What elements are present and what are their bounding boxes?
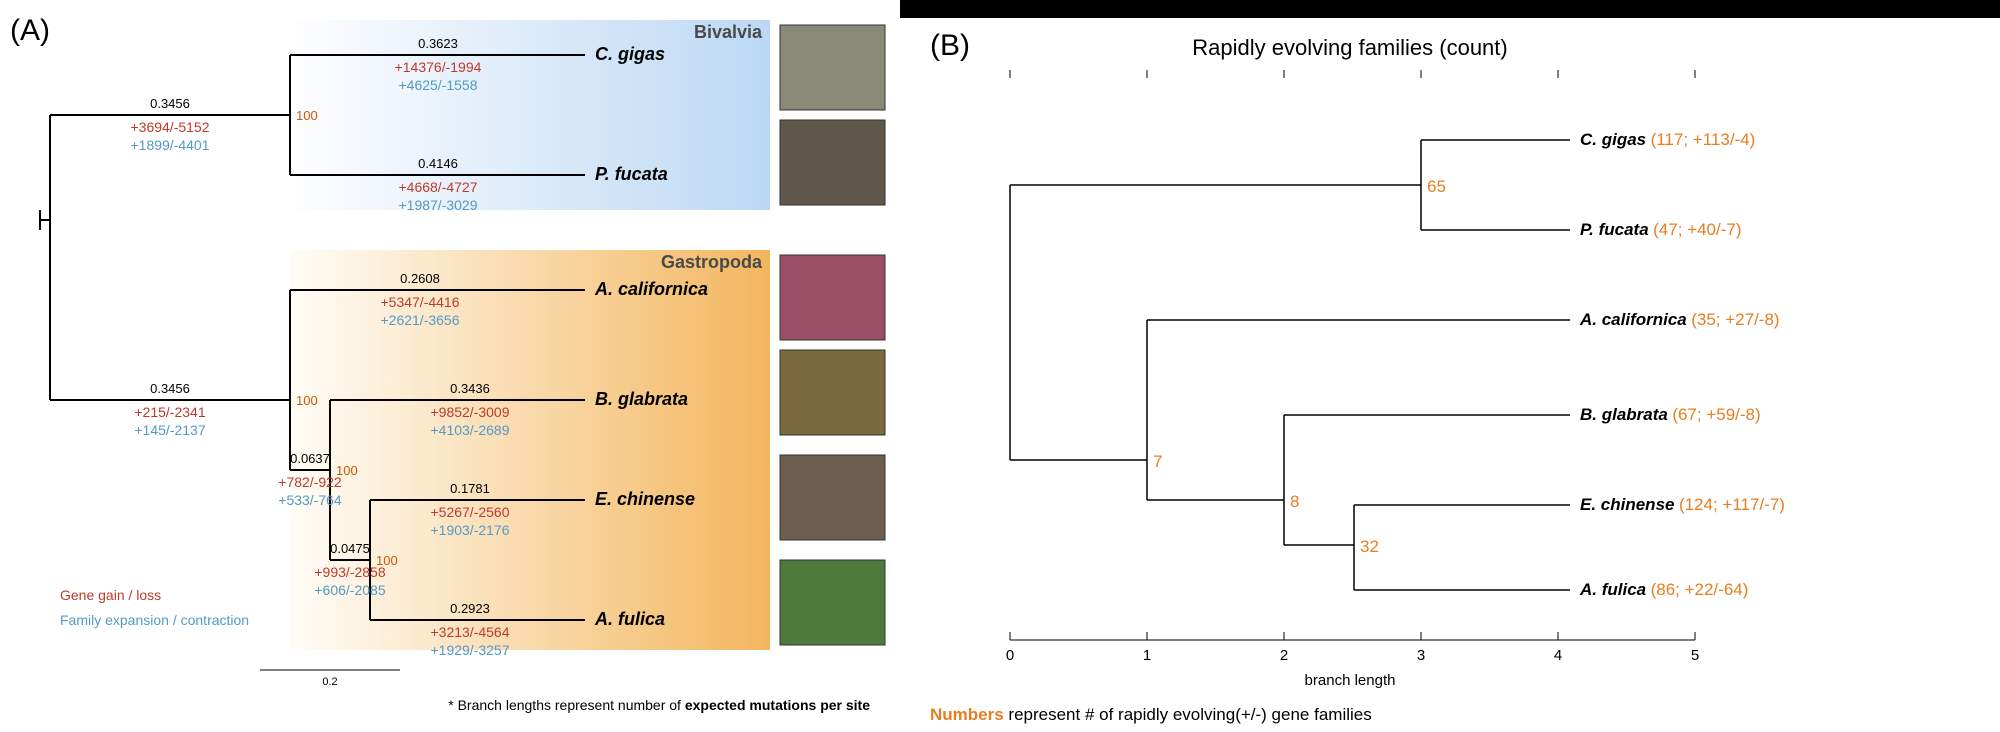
b-pfucata: P. fucata (47; +40/-7) — [1580, 220, 1741, 239]
gasn2-support: 100 — [336, 463, 358, 478]
pfucata-fam: +1987/-3029 — [398, 197, 477, 213]
cgigas-name: C. gigas — [595, 44, 665, 64]
legend-blue: Family expansion / contraction — [60, 612, 249, 628]
xaxis-label: branch length — [1305, 672, 1396, 689]
biv-stem-bl: 0.3456 — [150, 96, 190, 111]
panel-b-footnote: Numbers represent # of rapidly evolving(… — [930, 705, 1372, 724]
gasn2-bl: 0.0637 — [290, 451, 330, 466]
b-node-biv: 65 — [1427, 177, 1446, 196]
gasn3-bl: 0.0475 — [330, 541, 370, 556]
gasn2-fam: +533/-764 — [278, 492, 342, 508]
acal-gain: +5347/-4416 — [380, 294, 459, 310]
xtick-0: 0 — [1006, 647, 1014, 664]
b-node-gas: 7 — [1153, 452, 1162, 471]
gas-support: 100 — [296, 393, 318, 408]
xtick-5: 5 — [1691, 647, 1699, 664]
xtick-2: 2 — [1280, 647, 1288, 664]
b-acal: A. californica (35; +27/-8) — [1579, 310, 1780, 329]
scalebar-label: 0.2 — [322, 676, 337, 688]
xtick-3: 3 — [1417, 647, 1425, 664]
gastropoda-label: Gastropoda — [661, 252, 763, 272]
b-node-gas3: 32 — [1360, 537, 1379, 556]
echin-gain: +5267/-2560 — [430, 504, 509, 520]
bglab-name: B. glabrata — [595, 389, 688, 409]
b-cgigas: C. gigas (117; +113/-4) — [1580, 130, 1755, 149]
legend-red: Gene gain / loss — [60, 587, 161, 603]
panel-a: (A) Bivalvia Gastropoda — [10, 14, 885, 713]
bottom-axis — [1010, 632, 1695, 640]
bivalvia-bg — [290, 20, 770, 210]
cgigas-bl: 0.3623 — [418, 36, 458, 51]
biv-stem-gain: +3694/-5152 — [130, 119, 209, 135]
gasn3-support: 100 — [376, 553, 398, 568]
panel-a-footnote: * Branch lengths represent number of exp… — [448, 697, 870, 713]
acal-name: A. californica — [594, 279, 708, 299]
gas-stem-fam: +145/-2137 — [134, 422, 205, 438]
b-echin: E. chinense (124; +117/-7) — [1580, 495, 1785, 514]
b-aful: A. fulica (86; +22/-64) — [1579, 580, 1748, 599]
bglab-gain: +9852/-3009 — [430, 404, 509, 420]
aful-bl: 0.2923 — [450, 601, 490, 616]
acal-fam: +2621/-3656 — [380, 312, 459, 328]
xtick-4: 4 — [1554, 647, 1562, 664]
pfucata-gain: +4668/-4727 — [398, 179, 477, 195]
biv-stem-fam: +1899/-4401 — [130, 137, 209, 153]
pfucata-name: P. fucata — [595, 164, 668, 184]
gasn3-fam: +606/-2085 — [314, 582, 385, 598]
echin-name: E. chinense — [595, 489, 695, 509]
bglab-bl: 0.3436 — [450, 381, 490, 396]
cgigas-fam: +4625/-1558 — [398, 77, 477, 93]
acal-bl: 0.2608 — [400, 271, 440, 286]
echin-fam: +1903/-2176 — [430, 522, 509, 538]
thumbnails — [780, 25, 885, 645]
figure-svg: (A) Bivalvia Gastropoda — [0, 0, 2000, 732]
top-axis — [1010, 70, 1695, 78]
top-black-bar — [900, 0, 2000, 18]
echin-bl: 0.1781 — [450, 481, 490, 496]
panel-b: (B) Rapidly evolving families (count) 65… — [930, 29, 1785, 724]
panel-b-title: Rapidly evolving families (count) — [1192, 35, 1507, 60]
b-node-gas2: 8 — [1290, 492, 1299, 511]
xtick-1: 1 — [1143, 647, 1151, 664]
aful-gain: +3213/-4564 — [430, 624, 509, 640]
panel-b-label: (B) — [930, 29, 970, 62]
gas-stem-bl: 0.3456 — [150, 381, 190, 396]
aful-fam: +1929/-3257 — [430, 642, 509, 658]
cgigas-gain: +14376/-1994 — [395, 59, 482, 75]
panel-a-label: (A) — [10, 14, 50, 47]
gas-stem-gain: +215/-2341 — [134, 404, 205, 420]
b-bglab: B. glabrata (67; +59/-8) — [1580, 405, 1761, 424]
bivalvia-label: Bivalvia — [694, 22, 763, 42]
tree-b-branches — [1010, 140, 1570, 590]
pfucata-bl: 0.4146 — [418, 156, 458, 171]
bglab-fam: +4103/-2689 — [430, 422, 509, 438]
aful-name: A. fulica — [594, 609, 665, 629]
biv-support: 100 — [296, 108, 318, 123]
gasn2-gain: +782/-922 — [278, 474, 342, 490]
